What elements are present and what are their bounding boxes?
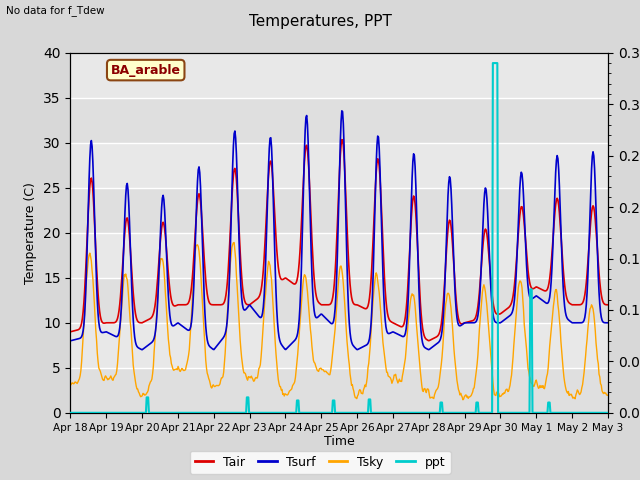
Tsurf bbox=[422, 345, 429, 351]
Tsurf bbox=[604, 320, 612, 325]
Tair bbox=[67, 329, 74, 335]
Legend: Tair, Tsurf, Tsky, ppt: Tair, Tsurf, Tsky, ppt bbox=[189, 451, 451, 474]
Tair bbox=[214, 302, 222, 308]
Text: Temperatures, PPT: Temperatures, PPT bbox=[248, 14, 392, 29]
Tair bbox=[604, 302, 612, 308]
ppt bbox=[76, 410, 84, 416]
Tsurf bbox=[187, 324, 195, 329]
ppt bbox=[67, 410, 74, 416]
Tair bbox=[421, 335, 429, 340]
ppt bbox=[420, 410, 428, 416]
Tsky bbox=[405, 310, 413, 316]
Line: Tsky: Tsky bbox=[70, 242, 608, 400]
Tsurf bbox=[76, 336, 84, 341]
Tsurf bbox=[215, 340, 223, 346]
Tsky bbox=[132, 379, 140, 384]
Bar bbox=[70, 278, 608, 323]
Tsky bbox=[76, 373, 84, 379]
Tsky bbox=[459, 397, 467, 403]
Tsurf bbox=[132, 339, 140, 345]
Tair bbox=[338, 137, 346, 143]
X-axis label: Time: Time bbox=[324, 435, 355, 448]
Tsurf bbox=[67, 338, 74, 344]
Tsky bbox=[230, 240, 238, 245]
Tsurf bbox=[338, 108, 346, 114]
Tsurf bbox=[138, 347, 146, 353]
Tair bbox=[76, 325, 84, 331]
Line: ppt: ppt bbox=[70, 63, 608, 413]
Tsky bbox=[67, 383, 74, 388]
Text: BA_arable: BA_arable bbox=[111, 64, 180, 77]
Tsky bbox=[214, 383, 222, 388]
Tsky bbox=[186, 335, 194, 341]
Tsurf bbox=[406, 249, 413, 254]
Tair bbox=[186, 295, 194, 300]
ppt bbox=[404, 410, 412, 416]
ppt bbox=[132, 410, 140, 416]
Text: No data for f_Tdew: No data for f_Tdew bbox=[6, 5, 105, 16]
Tair bbox=[132, 311, 140, 316]
Bar bbox=[70, 98, 608, 143]
ppt bbox=[489, 60, 497, 66]
ppt bbox=[604, 410, 612, 416]
Tair bbox=[425, 338, 433, 344]
Line: Tsurf: Tsurf bbox=[70, 111, 608, 350]
Tsky bbox=[604, 393, 612, 398]
ppt bbox=[186, 410, 194, 416]
Y-axis label: Temperature (C): Temperature (C) bbox=[24, 182, 38, 284]
ppt bbox=[214, 410, 222, 416]
Tair bbox=[405, 259, 413, 265]
Bar bbox=[70, 368, 608, 413]
Line: Tair: Tair bbox=[70, 140, 608, 341]
Tsky bbox=[421, 385, 429, 391]
Bar bbox=[70, 188, 608, 233]
